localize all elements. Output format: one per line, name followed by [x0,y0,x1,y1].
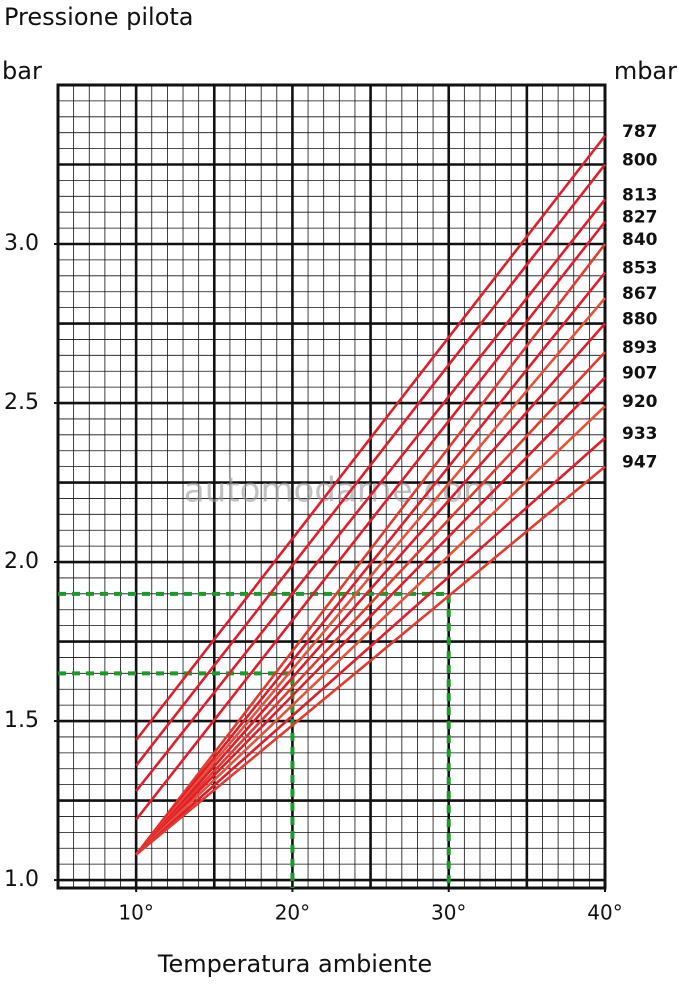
x-tick-label: 20° [275,901,310,925]
y-axis-label: bar [2,57,42,85]
legend-label: 813 [622,185,658,205]
legend-label: 853 [622,259,658,279]
legend-label: 787 [622,122,658,142]
series-line [135,220,607,821]
x-axis-label: Temperatura ambiente [157,950,432,978]
y-tick-label: 1.0 [4,867,39,892]
series-line [135,198,607,792]
legend-label: 840 [622,230,658,250]
series-line [135,322,606,856]
series-line [135,405,606,856]
series-line [135,135,607,741]
y-tick-label: 1.5 [4,708,39,733]
series-line [135,243,607,856]
legend-label: 800 [622,151,658,171]
guide-line [58,591,451,888]
legend-label: 920 [622,392,658,412]
series-line [135,437,606,856]
legend-label: 933 [622,424,658,444]
series-line [135,351,606,856]
y2-axis-label: mbar [614,57,677,85]
series-line [135,297,606,856]
series-line [135,163,607,767]
y-tick-label: 2.5 [4,390,39,415]
x-tick-label: 10° [118,901,153,925]
legend-label: 867 [622,284,658,304]
series-line [135,376,606,856]
series-line [135,465,606,856]
x-tick-label: 30° [431,901,466,925]
legend-label: 893 [622,338,658,358]
legend-label: 907 [622,364,658,384]
x-tick-label: 40° [587,901,622,925]
legend-label: 827 [622,208,658,228]
y-tick-label: 2.0 [4,549,39,574]
plot-frame [56,83,607,890]
legend-label: 880 [622,310,658,330]
chart-title: Pressione pilota [4,3,194,31]
legend-label: 947 [622,453,658,473]
y-tick-label: 3.0 [4,231,39,256]
series-line [135,271,607,856]
